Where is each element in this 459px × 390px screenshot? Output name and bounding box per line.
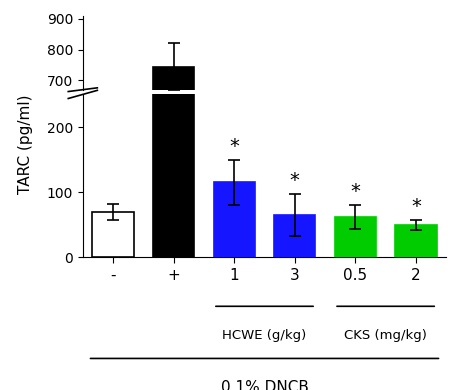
- Bar: [153, 0, 194, 257]
- Bar: [334, 277, 375, 296]
- Bar: [334, 217, 375, 257]
- Bar: [92, 275, 134, 296]
- Bar: [274, 277, 315, 296]
- Text: CKS (mg/kg): CKS (mg/kg): [343, 329, 426, 342]
- Text: *: *: [229, 137, 239, 156]
- Text: *: *: [289, 171, 299, 190]
- Text: HCWE (g/kg): HCWE (g/kg): [222, 329, 306, 342]
- Text: TARC (pg/ml): TARC (pg/ml): [18, 94, 33, 194]
- Bar: [394, 225, 436, 257]
- Text: 0.1% DNCB: 0.1% DNCB: [220, 379, 308, 390]
- Bar: [213, 183, 254, 257]
- Bar: [153, 67, 194, 296]
- Bar: [274, 215, 315, 257]
- Bar: [213, 261, 254, 296]
- Bar: [394, 281, 436, 296]
- Text: *: *: [410, 197, 420, 216]
- Text: *: *: [350, 183, 359, 201]
- Bar: [92, 212, 134, 257]
